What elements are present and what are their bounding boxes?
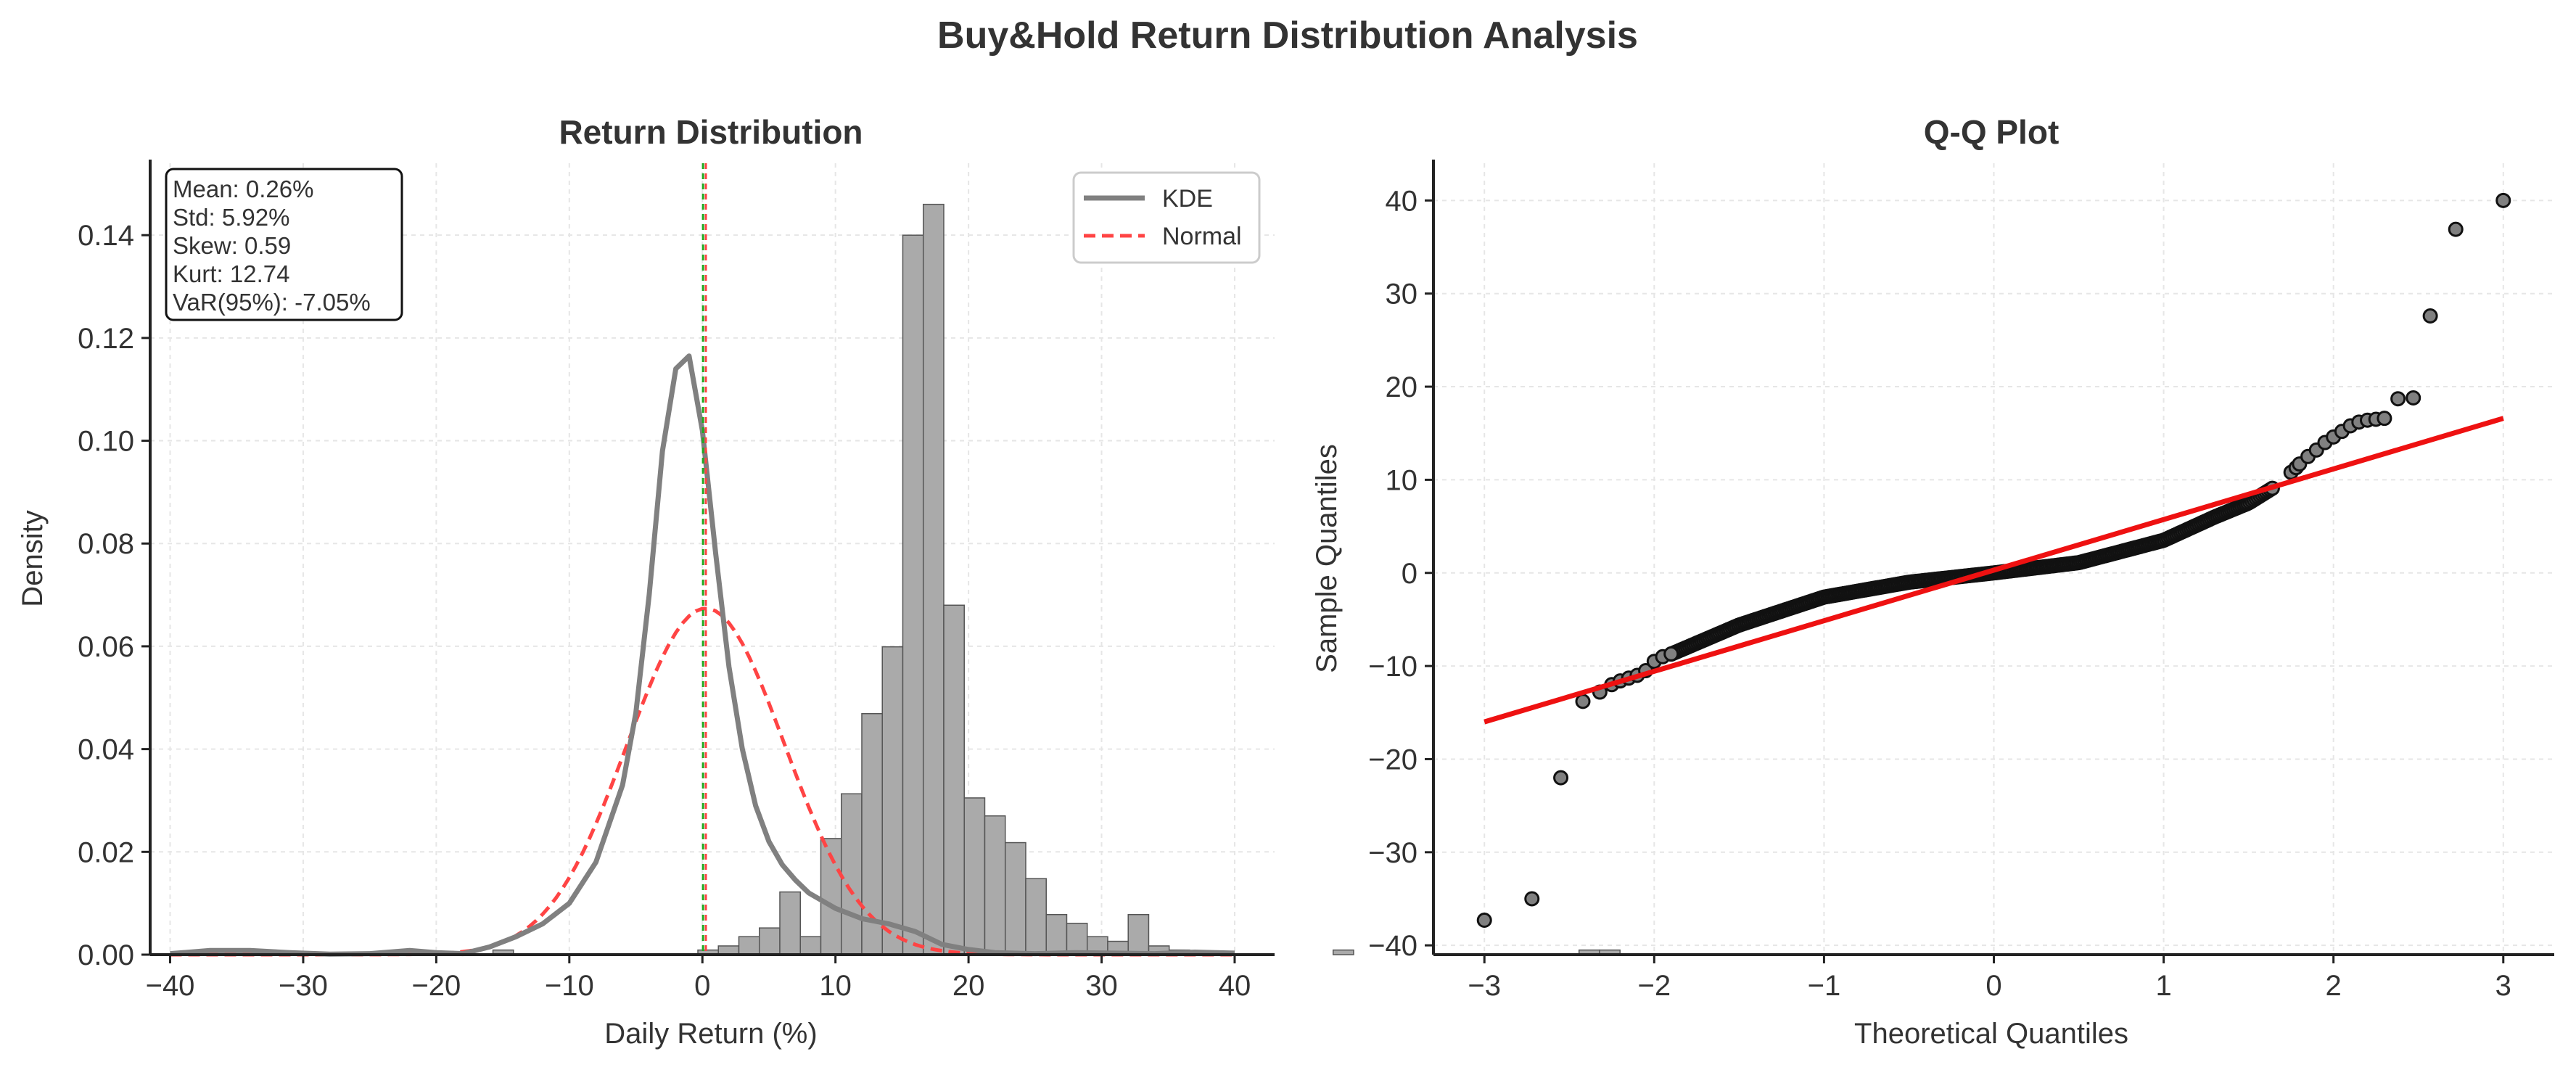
histogram-bar xyxy=(840,793,863,955)
qq-y-tick-label: −40 xyxy=(1368,930,1417,962)
qq-point xyxy=(1663,646,1679,662)
qq-fit-line-group xyxy=(1484,416,2504,725)
histogram-bar xyxy=(1127,913,1150,955)
hist-x-tick-label: −20 xyxy=(411,970,461,1002)
qq-y-tick-label: 0 xyxy=(1402,558,1417,590)
qq-ylabel: Sample Quantiles xyxy=(1311,444,1343,673)
histogram-bar xyxy=(759,927,781,955)
histogram-axes xyxy=(149,160,1275,956)
legend-kde-label: KDE xyxy=(1162,185,1213,213)
histogram-panel: Return Distribution −40 −30 −20 −10 0 10 20 30 4… xyxy=(17,113,1621,1050)
qq-panel: Q-Q Plot −3 −2 −1 0 1 2 3−40−30−20−10010203040… xyxy=(1311,113,2554,1050)
qq-x-tick-label: −1 xyxy=(1808,970,1841,1002)
hist-y-tick-label: 0.08 xyxy=(78,528,134,560)
histogram-bars xyxy=(205,203,1621,955)
histogram-bar xyxy=(1045,913,1068,955)
histogram-xlabel: Daily Return (%) xyxy=(604,1018,817,1050)
qq-points xyxy=(1476,192,2511,929)
hist-y-tick-label: 0.12 xyxy=(78,323,134,355)
legend-normal-label: Normal xyxy=(1162,223,1242,250)
qq-point xyxy=(2422,308,2438,324)
histogram-bar xyxy=(1004,841,1026,955)
hist-x-tick-label: 10 xyxy=(819,970,852,1002)
qq-y-tick-label: −20 xyxy=(1368,744,1417,775)
histogram-bar xyxy=(984,815,1006,955)
qq-grid xyxy=(1433,163,2554,955)
stats-skew: Skew: 0.59 xyxy=(173,232,291,259)
stats-std: Std: 5.92% xyxy=(173,204,289,231)
hist-y-tick-label: 0.10 xyxy=(78,426,134,458)
stats-box: Mean: 0.26% Std: 5.92% Skew: 0.59 Kurt: … xyxy=(165,168,403,321)
qq-point xyxy=(1476,913,1492,929)
stats-mean: Mean: 0.26% xyxy=(173,176,313,202)
histogram-bar xyxy=(963,797,986,955)
histogram-bar xyxy=(799,936,822,955)
qq-point xyxy=(2377,411,2392,427)
histogram-bar xyxy=(1332,949,1354,955)
qq-point xyxy=(2448,221,2464,237)
suptitle: Buy&Hold Return Distribution Analysis xyxy=(937,15,1638,57)
qq-x-tick-label: −3 xyxy=(1468,970,1501,1002)
hist-y-tick-label: 0.06 xyxy=(78,631,134,663)
qq-y-tick-label: 30 xyxy=(1386,279,1418,310)
qq-point xyxy=(1553,770,1569,786)
qq-x-tick-label: 3 xyxy=(2495,970,2511,1002)
qq-y-tick-label: 40 xyxy=(1386,185,1418,217)
qq-x-tick-label: −2 xyxy=(1638,970,1671,1002)
histogram-bar xyxy=(922,203,945,955)
hist-x-tick-label: 40 xyxy=(1219,970,1251,1002)
histogram-legend: KDE Normal xyxy=(1072,171,1261,264)
qq-y-tick-label: −30 xyxy=(1368,837,1417,869)
hist-x-tick-label: 20 xyxy=(952,970,985,1002)
histogram-bar xyxy=(1025,878,1047,955)
hist-x-tick-label: −30 xyxy=(279,970,328,1002)
histogram-bar xyxy=(881,646,904,955)
qq-point xyxy=(2390,391,2406,407)
histogram-bar xyxy=(738,936,760,955)
qq-xlabel: Theoretical Quantiles xyxy=(1854,1018,2128,1050)
qq-x-tick-label: 2 xyxy=(2326,970,2342,1002)
kde-curve xyxy=(170,353,1235,957)
qq-x-tick-label: 1 xyxy=(2155,970,2171,1002)
stats-box-frame xyxy=(165,168,403,321)
histogram-bar xyxy=(779,891,801,955)
hist-x-tick-label: −10 xyxy=(545,970,594,1002)
qq-y-tick-label: −10 xyxy=(1368,651,1417,683)
histogram-title: Return Distribution xyxy=(559,113,863,151)
hist-x-tick-label: −40 xyxy=(146,970,195,1002)
hist-x-tick-label: 30 xyxy=(1085,970,1118,1002)
histogram-ticks: −40 −30 −20 −10 0 10 20 30 40 0.00 0.02 0.04 0.06 0.0… xyxy=(78,220,1251,1002)
hist-y-tick-label: 0.14 xyxy=(78,220,134,252)
qq-point xyxy=(1575,694,1591,709)
stats-var: VaR(95%): -7.05% xyxy=(173,289,371,316)
qq-y-tick-label: 20 xyxy=(1386,371,1418,403)
hist-y-tick-label: 0.02 xyxy=(78,836,134,868)
hist-y-tick-label: 0.04 xyxy=(78,734,134,766)
qq-title: Q-Q Plot xyxy=(1924,113,2059,151)
histogram-ylabel: Density xyxy=(17,510,49,606)
qq-fit-line xyxy=(1484,416,2504,725)
qq-y-tick-label: 10 xyxy=(1386,464,1418,496)
histogram-bar xyxy=(943,604,965,955)
histogram-bar xyxy=(902,234,924,955)
legend-frame xyxy=(1072,171,1261,264)
qq-point xyxy=(1524,891,1540,907)
qq-x-tick-label: 0 xyxy=(1986,970,2001,1002)
qq-point xyxy=(2406,390,2421,406)
qq-point xyxy=(2495,192,2511,208)
histogram-bar xyxy=(1066,923,1088,955)
hist-y-tick-label: 0.00 xyxy=(78,939,134,971)
stats-kurt: Kurt: 12.74 xyxy=(173,260,289,287)
hist-x-tick-label: 0 xyxy=(694,970,710,1002)
